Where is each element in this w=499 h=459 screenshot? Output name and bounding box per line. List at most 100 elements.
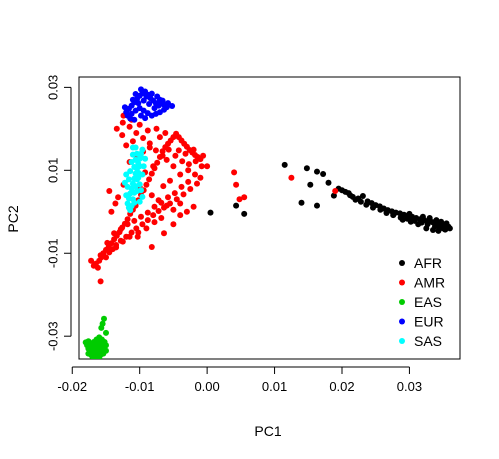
data-point <box>132 91 139 97</box>
data-point <box>125 176 132 183</box>
data-point <box>140 163 147 170</box>
data-point <box>143 93 150 100</box>
data-point <box>136 181 143 188</box>
data-point <box>144 127 151 134</box>
data-point <box>298 199 305 206</box>
data-point <box>125 204 132 211</box>
data-point <box>182 150 189 157</box>
data-point <box>438 218 445 225</box>
series-eas <box>82 315 109 359</box>
data-point <box>185 178 192 185</box>
data-point <box>152 147 159 154</box>
data-point <box>134 150 140 157</box>
data-point <box>180 191 187 198</box>
data-point <box>347 192 354 199</box>
data-point <box>153 125 160 132</box>
data-point <box>103 347 109 354</box>
data-point <box>85 350 92 357</box>
data-point <box>357 198 364 205</box>
data-point <box>177 171 184 178</box>
data-point <box>377 206 384 213</box>
x-tick-label: 0.03 <box>397 379 422 394</box>
data-point <box>126 123 133 130</box>
data-point <box>140 135 147 141</box>
data-point <box>150 163 157 170</box>
data-point <box>92 356 99 359</box>
data-point <box>148 90 155 97</box>
data-point <box>430 227 436 233</box>
y-axis-title: PC2 <box>5 205 21 232</box>
data-point <box>419 213 426 220</box>
legend-label: EUR <box>414 314 444 330</box>
data-point <box>98 324 105 331</box>
data-point <box>146 140 153 147</box>
data-point <box>363 201 370 208</box>
data-point <box>303 165 310 172</box>
data-point <box>190 203 197 210</box>
data-point <box>383 210 390 216</box>
data-point <box>135 100 142 107</box>
data-point <box>136 121 143 128</box>
data-point <box>155 208 162 214</box>
data-point <box>148 170 155 177</box>
data-point <box>139 221 146 228</box>
legend-marker <box>399 338 405 344</box>
data-point <box>178 183 185 190</box>
data-point <box>138 86 144 93</box>
data-point <box>98 339 105 346</box>
data-point <box>135 174 142 181</box>
x-tick-label: 0.01 <box>262 379 287 394</box>
data-point <box>177 212 184 219</box>
data-point <box>167 177 173 184</box>
data-point <box>146 101 153 107</box>
y-tick-label: 0.03 <box>46 75 61 100</box>
data-point <box>123 171 130 178</box>
legend-label: AMR <box>414 275 445 291</box>
data-point <box>139 146 146 153</box>
data-point <box>172 152 179 159</box>
x-tick-label: 0.00 <box>194 379 219 394</box>
data-point <box>192 171 198 178</box>
y-tick-label: 0.01 <box>46 158 61 183</box>
legend-marker <box>399 299 405 305</box>
series-sas <box>121 144 149 214</box>
points-layer <box>82 86 453 359</box>
data-point <box>281 161 288 168</box>
data-point <box>150 212 157 219</box>
data-point <box>124 221 131 228</box>
data-point <box>104 239 111 246</box>
plot-frame <box>78 76 461 360</box>
data-point <box>112 200 119 207</box>
data-point <box>171 190 178 197</box>
y-tick-label: -0.01 <box>46 238 61 268</box>
data-point <box>179 158 186 165</box>
data-point <box>143 181 150 188</box>
data-point <box>194 180 200 187</box>
data-point <box>139 193 146 200</box>
data-point <box>103 329 109 336</box>
legend-marker <box>399 279 405 286</box>
data-point <box>320 171 327 177</box>
data-point <box>124 216 131 223</box>
legend-marker <box>399 260 405 266</box>
data-point <box>325 179 332 186</box>
data-point <box>151 219 158 226</box>
data-point <box>175 147 182 154</box>
data-point <box>169 103 176 109</box>
data-point <box>170 221 177 228</box>
data-point <box>85 338 92 345</box>
data-point <box>97 252 104 259</box>
data-point <box>123 192 130 199</box>
data-point <box>446 225 453 232</box>
data-point <box>133 130 140 136</box>
data-point <box>121 104 128 111</box>
data-point <box>170 163 177 170</box>
data-point <box>192 158 199 165</box>
data-point <box>159 97 166 104</box>
data-point <box>160 183 167 190</box>
legend-label: SAS <box>414 333 442 349</box>
data-point <box>138 213 144 220</box>
data-point <box>332 188 339 194</box>
legend: AFR AMR EAS EUR SAS <box>399 255 445 349</box>
data-point <box>148 192 155 199</box>
